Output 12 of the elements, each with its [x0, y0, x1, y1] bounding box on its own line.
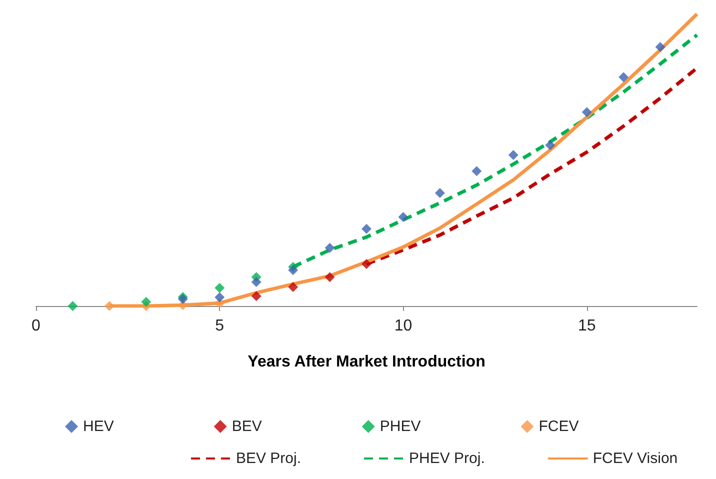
x-tick-label: 5: [215, 318, 224, 334]
x-tick-label: 10: [394, 318, 412, 334]
x-tick-label: 0: [32, 318, 41, 334]
legend-label: FCEV Vision: [592, 450, 678, 467]
x-axis-title: Years After Market Introduction: [248, 354, 486, 370]
legend-label: FCEV: [538, 418, 579, 435]
legend-label: BEV: [232, 418, 262, 435]
x-tick-label: 15: [578, 318, 596, 334]
legend-label: BEV Proj.: [236, 450, 302, 467]
legend-label: PHEV Proj.: [409, 450, 485, 467]
legend-label: PHEV: [380, 418, 421, 435]
legend-label: HEV: [83, 418, 114, 435]
